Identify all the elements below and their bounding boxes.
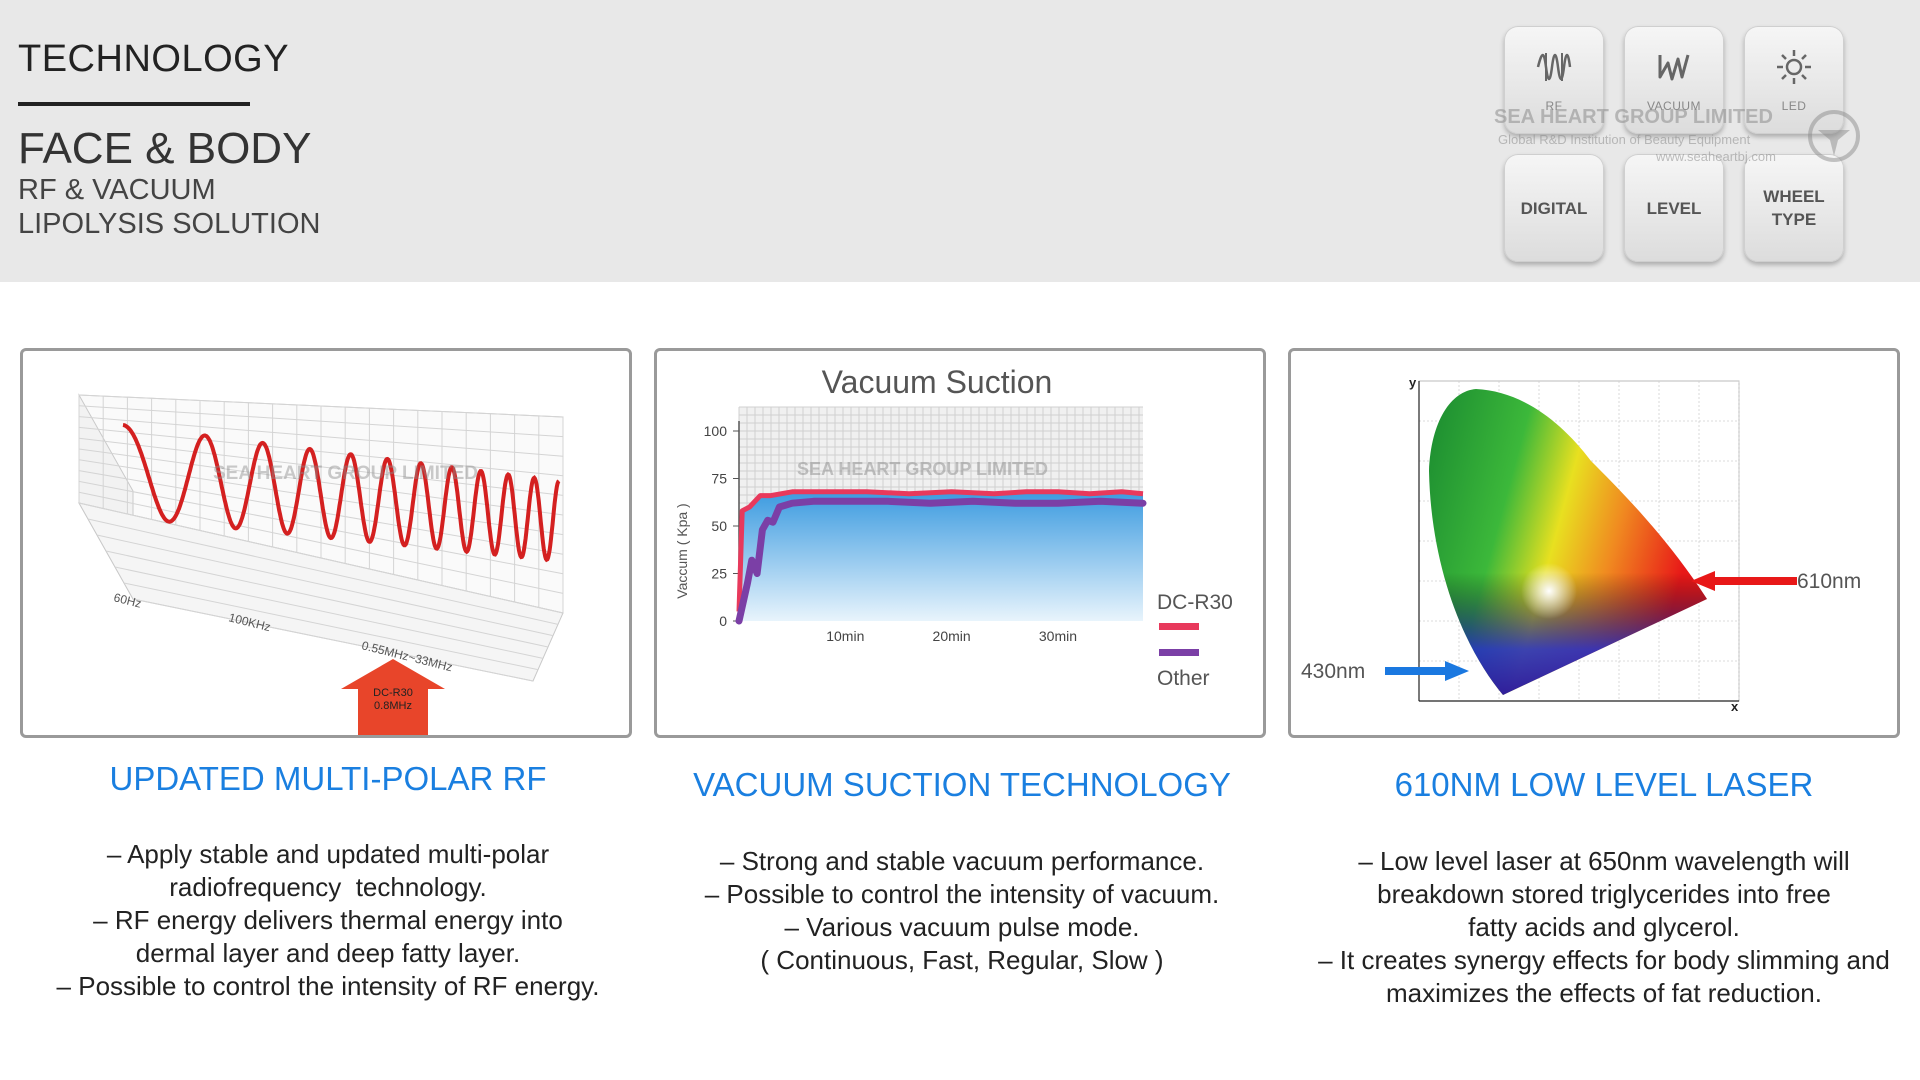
led-feature-button[interactable]: LED [1744, 26, 1844, 134]
legend-label-dc-r30: DC-R30 [1157, 591, 1233, 614]
rf-label-60hz: 60Hz [112, 590, 143, 610]
vacuum-chart-title: Vacuum Suction [822, 364, 1053, 400]
series-line-dc-r30 [736, 489, 1144, 612]
section-desc-vacuum: – Strong and stable vacuum performance. … [642, 845, 1282, 977]
arrow-430nm-icon [1385, 667, 1447, 675]
subtitle-line-2: LIPOLYSIS SOLUTION [18, 208, 321, 240]
rf-wave-icon [1536, 53, 1572, 81]
watermark-url: www.seaheartbj.com [1656, 149, 1776, 164]
subtitle-line-1: RF & VACUUM [18, 174, 216, 206]
x-tick-label: 30min [1039, 628, 1077, 644]
feature-icon-grid: RF VACUUM LED DIGITAL LEVEL [1500, 24, 1860, 262]
desc-line: – Various vacuum pulse mode. [784, 912, 1140, 942]
arrow-label-freq: 0.8MHz [374, 700, 412, 712]
vacuum-feature-label: VACUUM [1646, 99, 1702, 113]
rf-feature-button[interactable]: RF [1504, 26, 1604, 134]
desc-line: fatty acids and glycerol. [1468, 912, 1740, 942]
desc-line: – Strong and stable vacuum performance. [719, 846, 1205, 876]
desc-line: ( Continuous, Fast, Regular, Slow ) [760, 945, 1164, 975]
legend-swatch-other [1159, 649, 1199, 656]
vacuum-chart-panel: Vacuum Suction Vaccum ( Kpa ) 0 25 50 75 100… [654, 348, 1266, 738]
arrow-610nm-icon [1711, 577, 1797, 585]
desc-line: – Low level laser at 650nm wavelength wi… [1358, 846, 1850, 876]
vacuum-feature-button[interactable]: VACUUM [1624, 26, 1724, 134]
y-tick-label: 100 [704, 423, 728, 439]
vacuum-watermark-text: SEA HEART GROUP LIMITED [797, 459, 1048, 479]
digital-feature-label: DIGITAL [1520, 198, 1588, 218]
vacuum-dc-r30-area [739, 491, 1143, 621]
rf-graph-panel: 60Hz 100KHz 0.55MHz~33MHz SEA HEART GROU… [20, 348, 632, 738]
y-tick-label: 75 [711, 471, 727, 487]
vacuum-icon [1658, 54, 1690, 81]
section-title-rf: UPDATED MULTI-POLAR RF [109, 760, 547, 797]
desc-line: – It creates synergy effects for body sl… [1318, 945, 1890, 975]
watermark-logo-icon [1808, 110, 1860, 162]
rf-3d-wave-graphic: 60Hz 100KHz 0.55MHz~33MHz SEA HEART GROU… [78, 393, 564, 735]
cie-x-axis-label: x [1731, 699, 1739, 714]
wheel-type-feature-label: WHEEL TYPE [1763, 187, 1825, 229]
desc-line: – Possible to control the intensity of v… [704, 879, 1220, 909]
cie-blue-region [1429, 389, 1707, 695]
technology-underline [18, 102, 250, 106]
laser-chromaticity-panel: y x 610nm 430nm [1288, 348, 1900, 738]
desc-line: maximizes the effects of fat reduction. [1386, 978, 1822, 1008]
digital-feature-button[interactable]: DIGITAL [1504, 154, 1604, 262]
page-title: FACE & BODY [18, 124, 312, 173]
vacuum-chart: Vacuum Suction Vaccum ( Kpa ) 0 25 50 75 100… [674, 364, 1233, 690]
legend-swatch-dc-r30 [1159, 623, 1199, 630]
desc-line: dermal layer and deep fatty layer. [135, 938, 521, 968]
series-line-other [735, 497, 1147, 625]
desc-line: – Apply stable and updated multi-polar [106, 839, 550, 869]
cie-white-point [1521, 563, 1577, 619]
rf-watermark-text: SEA HEART GROUP LIMITED [213, 463, 478, 484]
level-feature-label: LEVEL [1646, 198, 1702, 218]
section-title-vacuum: VACUUM SUCTION TECHNOLOGY [693, 766, 1231, 803]
y-tick-label: 50 [711, 518, 727, 534]
section-title-laser: 610NM LOW LEVEL LASER [1394, 766, 1814, 803]
section-desc-rf: – Apply stable and updated multi-polar r… [8, 838, 648, 1003]
watermark-tagline: Global R&D Institution of Beauty Equipme… [1498, 132, 1751, 147]
label-430nm: 430nm [1301, 660, 1365, 683]
desc-line: – Possible to control the intensity of R… [56, 971, 600, 1001]
sun-icon [1777, 50, 1811, 84]
dc-r30-arrow-icon [341, 659, 445, 735]
chromaticity-diagram: y x 610nm 430nm [1301, 375, 1861, 714]
arrow-label-model: DC-R30 [373, 687, 413, 699]
watermark-company: SEA HEART GROUP LIMITED [1494, 106, 1773, 128]
header-band: TECHNOLOGY FACE & BODY RF & VACUUM LIPOL… [0, 0, 1920, 282]
x-tick-label: 20min [933, 628, 971, 644]
cie-y-axis-label: y [1409, 375, 1417, 390]
y-tick-label: 0 [719, 613, 727, 629]
led-feature-label: LED [1781, 99, 1807, 113]
desc-line: radiofrequency technology. [169, 872, 487, 902]
wheel-type-feature-button[interactable]: WHEEL TYPE [1744, 154, 1844, 262]
section-desc-laser: – Low level laser at 650nm wavelength wi… [1284, 845, 1920, 1010]
x-tick-label: 10min [826, 628, 864, 644]
vacuum-y-axis-label: Vaccum ( Kpa ) [674, 503, 690, 598]
technology-label: TECHNOLOGY [18, 38, 290, 80]
rf-wave-curve [122, 423, 561, 563]
legend-label-other: Other [1157, 667, 1210, 690]
desc-line: – RF energy delivers thermal energy into [93, 905, 563, 935]
y-tick-label: 25 [711, 566, 727, 582]
label-610nm: 610nm [1797, 570, 1861, 593]
desc-line: breakdown stored triglycerides into free [1377, 879, 1831, 909]
level-feature-button[interactable]: LEVEL [1624, 154, 1724, 262]
rf-feature-label: RF [1545, 99, 1563, 113]
